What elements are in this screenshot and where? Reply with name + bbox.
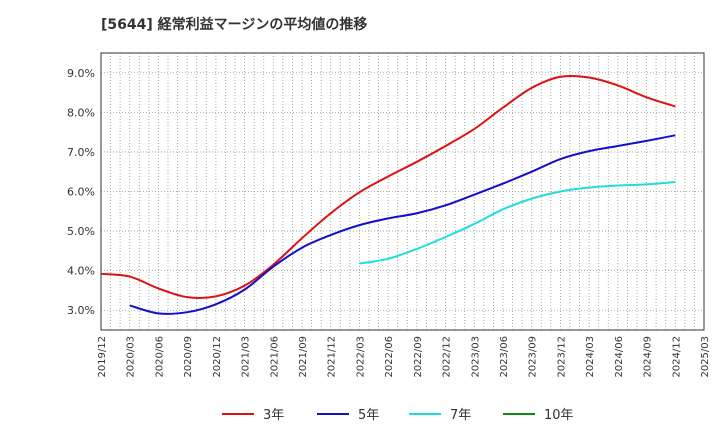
series-line-2	[359, 181, 676, 265]
legend-label: 3年	[263, 408, 284, 423]
x-tick-label: 2024/03	[585, 336, 596, 378]
series-line-0	[100, 74, 676, 299]
x-axis-ticks: 2019/12 2020/03 2020/06 2020/09 2020/12 2021/…	[97, 336, 711, 378]
x-tick-label: 2022/09	[413, 336, 424, 378]
x-tick-label: 2019/12	[97, 336, 108, 378]
legend-label: 7年	[450, 408, 471, 423]
series-layer	[100, 74, 676, 315]
x-tick-label: 2021/09	[298, 336, 309, 378]
x-tick-label: 2023/09	[528, 336, 539, 378]
x-tick-label: 2025/03	[700, 336, 711, 378]
y-tick-label: 8.0%	[67, 106, 95, 119]
legend: 3年 5年 7年 10年	[222, 408, 574, 423]
x-tick-label: 2024/12	[671, 336, 682, 378]
y-tick-label: 6.0%	[67, 186, 95, 199]
y-tick-label: 5.0%	[67, 225, 95, 238]
x-tick-label: 2024/09	[643, 336, 654, 378]
x-tick-label: 2024/06	[614, 336, 625, 378]
y-tick-label: 3.0%	[67, 304, 95, 317]
y-tick-label: 7.0%	[67, 146, 95, 159]
x-tick-label: 2023/03	[470, 336, 481, 378]
y-tick-label: 9.0%	[67, 67, 95, 80]
series-line-1	[129, 134, 676, 315]
x-tick-label: 2020/03	[126, 336, 137, 378]
y-tick-label: 4.0%	[67, 265, 95, 278]
x-tick-label: 2020/06	[154, 336, 165, 378]
x-tick-label: 2022/03	[355, 336, 366, 378]
x-tick-label: 2020/12	[212, 336, 223, 378]
grid-layer	[101, 53, 704, 330]
x-tick-label: 2021/03	[241, 336, 252, 378]
x-tick-label: 2021/12	[327, 336, 338, 378]
x-tick-label: 2023/12	[556, 336, 567, 378]
x-tick-label: 2021/06	[269, 336, 280, 378]
legend-label: 10年	[544, 408, 574, 423]
x-tick-label: 2022/06	[384, 336, 395, 378]
x-tick-label: 2020/09	[183, 336, 194, 378]
legend-label: 5年	[358, 408, 379, 423]
plot-frame	[100, 52, 705, 331]
x-tick-label: 2023/06	[499, 336, 510, 378]
chart-title: [5644] 経常利益マージンの平均値の推移	[101, 17, 368, 33]
y-axis-ticks: 3.0% 4.0% 5.0% 6.0% 7.0% 8.0% 9.0%	[67, 67, 95, 317]
x-tick-label: 2022/12	[442, 336, 453, 378]
